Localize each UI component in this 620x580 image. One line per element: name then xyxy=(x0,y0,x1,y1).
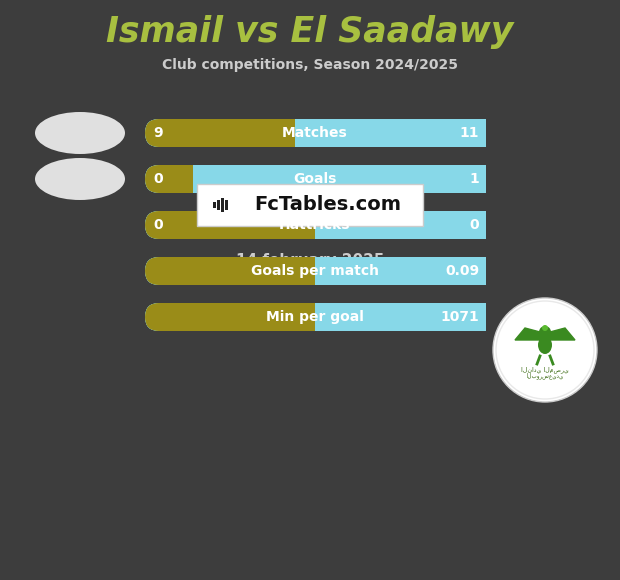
Bar xyxy=(213,202,216,208)
Text: Hattricks: Hattricks xyxy=(279,218,351,232)
FancyBboxPatch shape xyxy=(145,119,485,147)
Bar xyxy=(197,184,423,226)
Text: Goals: Goals xyxy=(293,172,337,186)
FancyBboxPatch shape xyxy=(145,211,485,239)
Text: 14 february 2025: 14 february 2025 xyxy=(236,252,384,267)
Circle shape xyxy=(539,326,551,338)
Polygon shape xyxy=(515,328,545,340)
Bar xyxy=(221,198,224,212)
Bar xyxy=(315,257,486,285)
Bar xyxy=(294,119,486,147)
Text: النادي المصري: النادي المصري xyxy=(521,367,569,374)
Text: البورسعيدي: البورسعيدي xyxy=(526,372,564,379)
FancyBboxPatch shape xyxy=(145,119,485,147)
Bar xyxy=(315,303,486,331)
FancyBboxPatch shape xyxy=(457,165,485,193)
Ellipse shape xyxy=(35,158,125,200)
Text: 0: 0 xyxy=(469,218,479,232)
Text: 0.09: 0.09 xyxy=(445,264,479,278)
FancyBboxPatch shape xyxy=(145,165,485,193)
Text: 9: 9 xyxy=(153,126,162,140)
Text: Club competitions, Season 2024/2025: Club competitions, Season 2024/2025 xyxy=(162,58,458,72)
Text: 1: 1 xyxy=(469,172,479,186)
Circle shape xyxy=(493,298,597,402)
Bar xyxy=(225,200,228,210)
FancyBboxPatch shape xyxy=(145,303,485,331)
FancyBboxPatch shape xyxy=(457,303,485,331)
FancyBboxPatch shape xyxy=(457,119,485,147)
FancyBboxPatch shape xyxy=(145,257,485,285)
Bar xyxy=(217,200,220,210)
Text: Matches: Matches xyxy=(282,126,348,140)
FancyBboxPatch shape xyxy=(145,257,485,285)
FancyBboxPatch shape xyxy=(145,119,485,147)
Text: Goals per match: Goals per match xyxy=(251,264,379,278)
FancyBboxPatch shape xyxy=(145,303,485,331)
Text: 0: 0 xyxy=(153,218,162,232)
FancyBboxPatch shape xyxy=(145,211,485,239)
FancyBboxPatch shape xyxy=(145,165,485,193)
Text: FcTables.com: FcTables.com xyxy=(255,195,402,215)
Polygon shape xyxy=(545,328,575,340)
Text: 11: 11 xyxy=(459,126,479,140)
Ellipse shape xyxy=(538,336,552,354)
Bar xyxy=(193,165,486,193)
FancyBboxPatch shape xyxy=(145,303,485,331)
Ellipse shape xyxy=(35,112,125,154)
FancyBboxPatch shape xyxy=(457,211,485,239)
FancyBboxPatch shape xyxy=(145,211,485,239)
FancyBboxPatch shape xyxy=(457,257,485,285)
FancyBboxPatch shape xyxy=(145,165,485,193)
Text: Min per goal: Min per goal xyxy=(266,310,364,324)
Text: 0: 0 xyxy=(153,172,162,186)
Bar xyxy=(315,211,486,239)
Text: 1071: 1071 xyxy=(440,310,479,324)
Text: Ismail vs El Saadawy: Ismail vs El Saadawy xyxy=(106,15,514,49)
FancyBboxPatch shape xyxy=(145,257,485,285)
Circle shape xyxy=(542,325,548,331)
